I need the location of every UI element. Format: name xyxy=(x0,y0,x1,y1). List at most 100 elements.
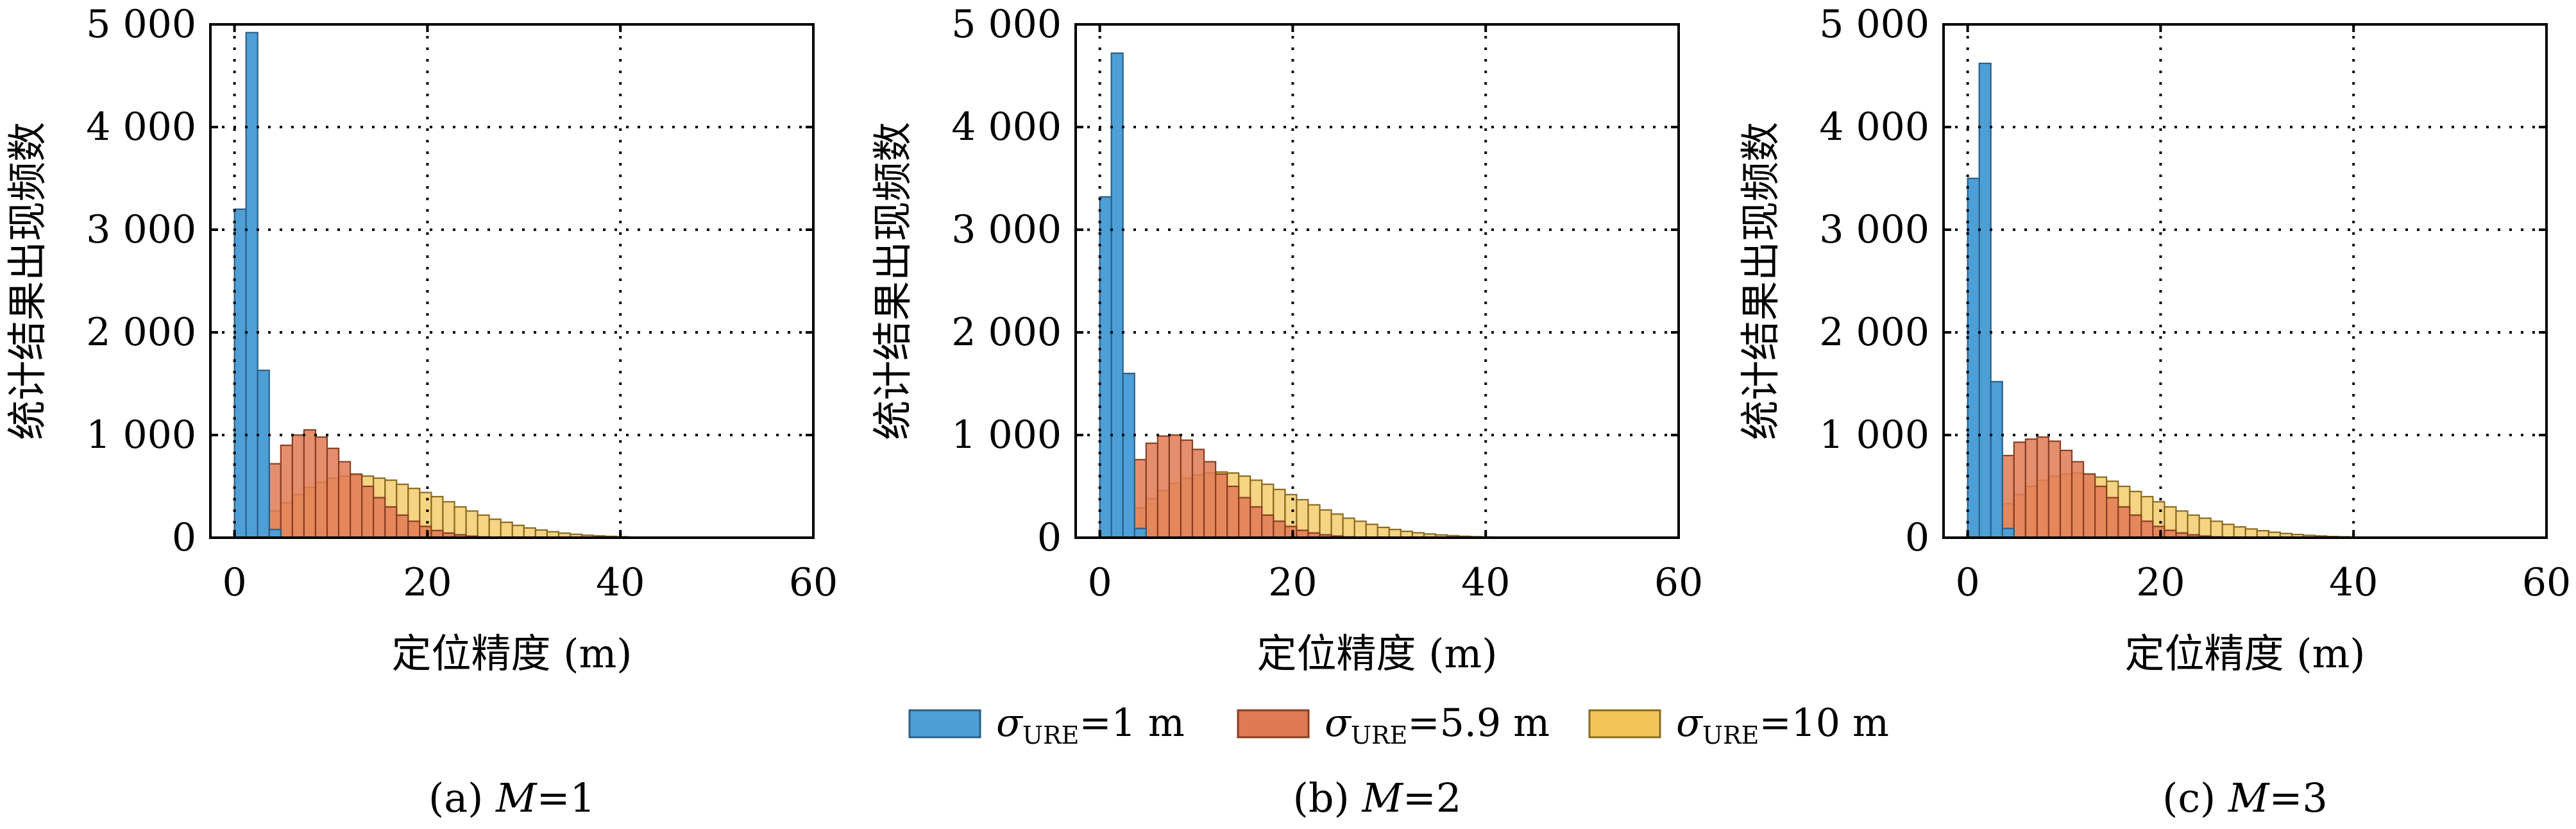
legend-swatch xyxy=(1237,709,1310,739)
bar xyxy=(1990,380,2003,539)
y-tick-label: 5 000 xyxy=(1819,2,1929,47)
legend-value: =10 m xyxy=(1759,701,1889,746)
bar xyxy=(1168,434,1182,539)
bar xyxy=(349,473,363,539)
x-tick-label: 60 xyxy=(1654,560,1703,605)
y-tick-label: 4 000 xyxy=(1819,105,1929,150)
bar xyxy=(2198,517,2212,539)
bar xyxy=(1122,372,1135,539)
bar xyxy=(2001,454,2015,539)
bar xyxy=(268,463,282,539)
bar xyxy=(453,506,467,539)
bar xyxy=(2152,526,2165,539)
x-axis-label: 定位精度 (m) xyxy=(392,630,632,677)
bar xyxy=(257,370,270,539)
legend-subscript: URE xyxy=(1022,721,1079,749)
bar xyxy=(2106,497,2119,539)
y-tick-label: 2 000 xyxy=(86,310,196,355)
bar xyxy=(2244,528,2258,539)
bar xyxy=(1261,514,1275,539)
x-tick-label: 60 xyxy=(2522,560,2571,605)
legend-swatch xyxy=(908,709,981,739)
x-tick-label: 60 xyxy=(789,560,838,605)
bar xyxy=(500,521,513,539)
series-s1 xyxy=(1967,62,2015,539)
bar xyxy=(407,520,421,539)
bar xyxy=(1365,524,1378,539)
panel-caption: (b) M=2 xyxy=(1293,774,1462,821)
bar xyxy=(361,485,375,539)
x-axis-label: 定位精度 (m) xyxy=(2125,630,2366,677)
bar xyxy=(2013,441,2026,539)
x-tick-label: 40 xyxy=(2329,560,2378,605)
bar xyxy=(1214,473,1228,539)
x-axis-label: 定位精度 (m) xyxy=(1257,630,1498,677)
bar xyxy=(1284,526,1298,539)
plot-frame xyxy=(1942,23,2548,539)
bar xyxy=(1191,449,1205,539)
y-tick-label: 1 000 xyxy=(86,413,196,457)
bar xyxy=(2036,436,2050,539)
bar xyxy=(2210,520,2223,539)
y-tick-label: 0 xyxy=(1037,515,1062,560)
caption-variable: M xyxy=(1361,774,1403,821)
bar xyxy=(2071,461,2085,539)
bar xyxy=(1273,520,1286,539)
bar xyxy=(1238,497,1251,539)
x-tick-label: 20 xyxy=(1268,560,1317,605)
chart-panels: 0 20 40 60 0 1 000 2 000 3 000 4 000 5 000 定位精度 (m… xyxy=(4,2,2571,821)
bar xyxy=(1342,517,1355,539)
bar xyxy=(1133,527,1147,539)
bar xyxy=(2140,520,2154,539)
bar xyxy=(1250,506,1263,539)
legend: σURE=1 m σURE=5.9 m σURE=10 m xyxy=(908,701,1889,749)
series-s1 xyxy=(233,31,282,539)
bar xyxy=(523,527,536,539)
bar xyxy=(1319,509,1332,539)
bar xyxy=(419,526,432,539)
bar xyxy=(1099,196,1112,539)
caption-value: =3 xyxy=(2269,774,2327,821)
y-axis-label: 统计结果出现频数 xyxy=(869,122,916,440)
bar xyxy=(303,429,317,539)
legend-subscript: URE xyxy=(1702,721,1759,749)
y-tick-label: 3 000 xyxy=(951,207,1062,252)
y-tick-label: 3 000 xyxy=(1819,207,1929,252)
caption-prefix: (a) xyxy=(428,774,496,821)
bar xyxy=(1226,485,1240,539)
caption-variable: M xyxy=(495,774,538,821)
y-tick-label: 1 000 xyxy=(951,413,1062,457)
bar xyxy=(2117,506,2131,539)
bar xyxy=(326,447,340,539)
legend-value: =5.9 m xyxy=(1407,701,1550,746)
chart-panel-1: 0 20 40 60 0 1 000 2 000 3 000 4 000 5 000 定位精度 (m… xyxy=(4,2,838,821)
legend-item-s3: σURE=10 m xyxy=(1588,701,1889,749)
legend-item-s2: σURE=5.9 m xyxy=(1237,701,1550,749)
chart-panel-2: 0 20 40 60 0 1 000 2 000 3 000 4 000 5 000 定位精度 (m… xyxy=(869,2,1703,821)
y-tick-label: 4 000 xyxy=(951,105,1062,150)
y-tick-label: 5 000 xyxy=(951,2,1062,47)
x-tick-label: 0 xyxy=(1088,560,1112,605)
bar xyxy=(488,518,502,539)
plot-frame xyxy=(1074,23,1680,539)
bar xyxy=(1330,513,1344,539)
bar xyxy=(442,500,455,539)
y-tick-label: 0 xyxy=(172,515,196,560)
x-tick-label: 40 xyxy=(596,560,645,605)
panel-caption: (c) M=3 xyxy=(2162,774,2328,821)
legend-label: σURE=10 m xyxy=(1676,701,1889,749)
y-tick-label: 2 000 xyxy=(951,310,1062,355)
y-tick-label: 2 000 xyxy=(1819,310,1929,355)
bar xyxy=(1377,526,1390,539)
legend-symbol: σ xyxy=(996,701,1024,746)
bar xyxy=(280,444,293,539)
caption-value: =1 xyxy=(537,774,595,821)
bar xyxy=(2233,526,2246,539)
bar xyxy=(477,514,490,539)
bar xyxy=(2094,485,2108,539)
bar xyxy=(2082,473,2096,539)
x-tick-label: 20 xyxy=(403,560,452,605)
bar xyxy=(1353,520,1367,539)
legend-symbol: σ xyxy=(1325,701,1352,746)
x-tick-label: 0 xyxy=(223,560,247,605)
